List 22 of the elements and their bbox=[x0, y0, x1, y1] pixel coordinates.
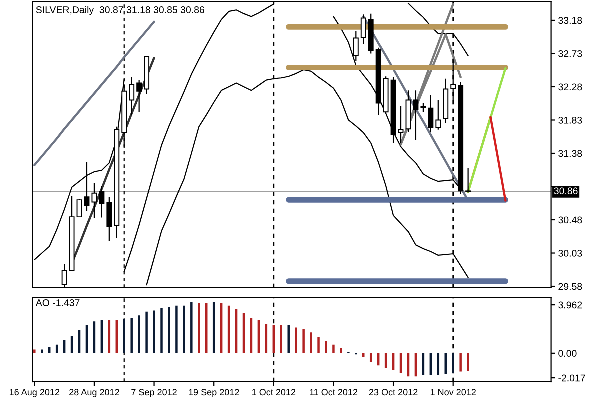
x-tick-label: 11 Oct 2012 bbox=[310, 389, 358, 396]
y-tick-label: 0.00 bbox=[558, 350, 577, 358]
chart-title: AO -1.437 bbox=[36, 300, 80, 306]
y-tick-label: 29.58 bbox=[558, 283, 582, 290]
y-tick-label: 3.962 bbox=[558, 302, 582, 309]
y-tick-label: 30.48 bbox=[558, 216, 582, 224]
chart-title: SILVER,Daily 30.87 31.18 30.85 30.86 bbox=[36, 6, 204, 16]
y-tick-label: 31.83 bbox=[558, 116, 582, 124]
x-tick-label: 7 Sep 2012 bbox=[132, 389, 177, 398]
x-tick-label: 28 Aug 2012 bbox=[70, 389, 120, 398]
y-tick-label: 32.28 bbox=[558, 84, 582, 91]
y-tick-label: 30.03 bbox=[558, 250, 582, 257]
y-tick-label: 31.38 bbox=[558, 150, 582, 158]
ref-line-label: 30.86 bbox=[554, 188, 578, 195]
x-tick-label: 19 Sep 2012 bbox=[189, 389, 240, 398]
x-tick-label: 1 Oct 2012 bbox=[252, 389, 296, 396]
x-tick-label: 1 Nov 2012 bbox=[430, 389, 476, 396]
y-tick-label: 32.73 bbox=[558, 50, 582, 58]
x-tick-label: 23 Oct 2012 bbox=[369, 389, 418, 396]
x-tick-label: 16 Aug 2012 bbox=[10, 389, 60, 398]
y-tick-label: -2.017 bbox=[558, 374, 586, 382]
y-tick-label: 33.18 bbox=[558, 17, 582, 24]
